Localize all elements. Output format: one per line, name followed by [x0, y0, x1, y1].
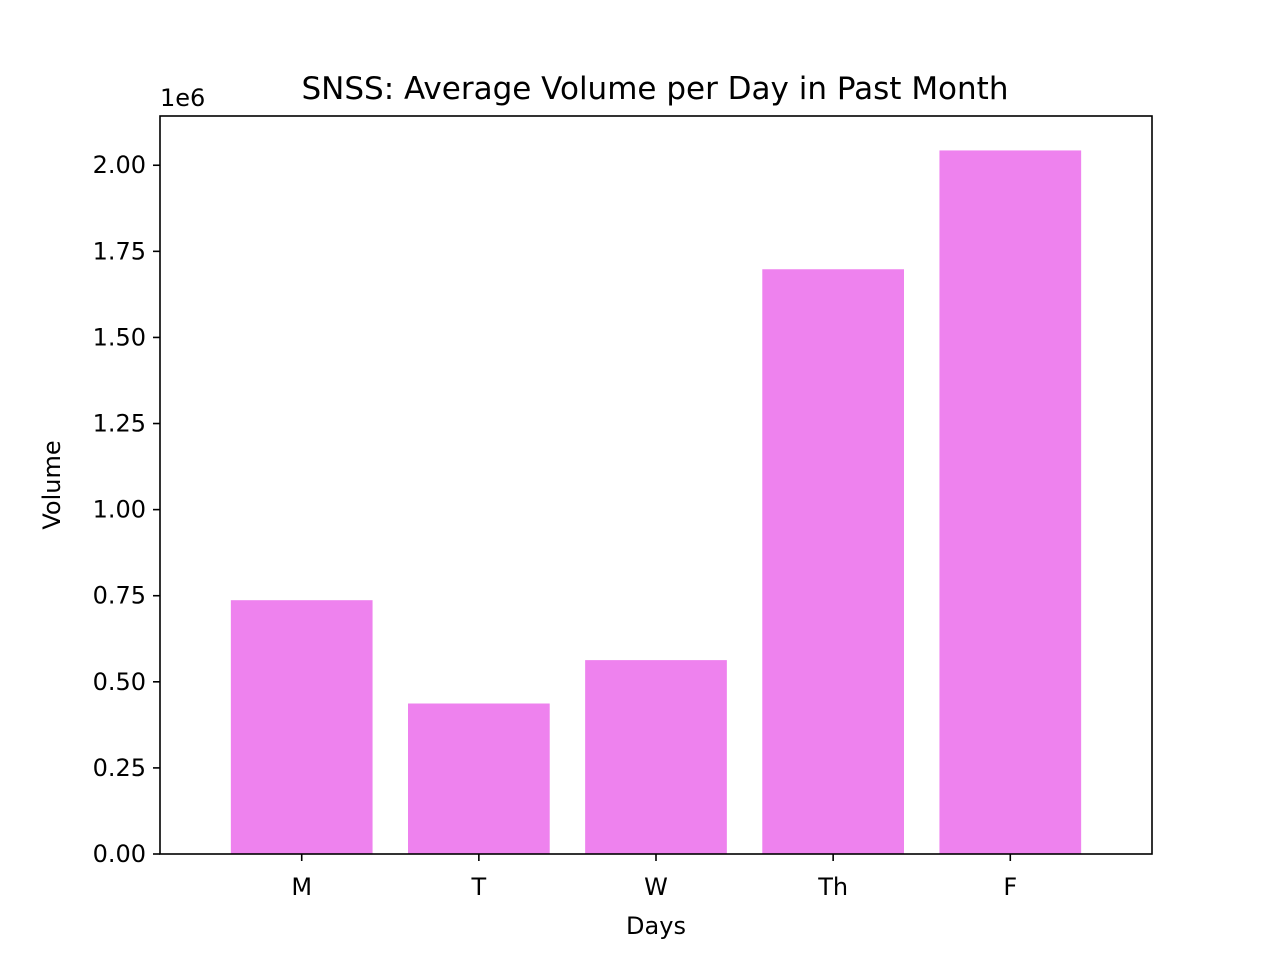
- bar-t: [408, 703, 550, 854]
- y-tick-label: 1.25: [93, 410, 146, 438]
- y-tick-label: 1.75: [93, 237, 146, 265]
- y-tick-label: 0.50: [93, 668, 146, 696]
- bar-th: [762, 269, 904, 854]
- x-tick-label: W: [644, 873, 668, 901]
- bar-f: [939, 150, 1082, 855]
- x-tick-label: F: [1003, 873, 1017, 901]
- y-axis-ticks: 0.00 0.25 0.50 0.75 1.00 1.25 1.50 1.75 2.00: [93, 151, 160, 868]
- y-tick-label: 1.00: [93, 496, 146, 524]
- x-tick-label: Th: [817, 873, 848, 901]
- x-axis-label: Days: [626, 912, 686, 940]
- y-tick-label: 1.50: [93, 323, 146, 351]
- x-axis-ticks: M T W Th F: [291, 854, 1017, 901]
- bars-group: [230, 150, 1082, 855]
- bar-w: [585, 660, 727, 854]
- y-tick-label: 0.75: [93, 582, 146, 610]
- y-axis-offset-label: 1e6: [160, 84, 205, 112]
- y-tick-label: 0.25: [93, 754, 146, 782]
- plot-frame: [159, 115, 1153, 855]
- x-tick-label: T: [471, 873, 487, 901]
- y-axis-label: Volume: [38, 440, 66, 529]
- x-tick-label: M: [291, 873, 312, 901]
- y-tick-label: 2.00: [93, 151, 146, 179]
- y-tick-label: 0.00: [93, 840, 146, 868]
- chart-title: SNSS: Average Volume per Day in Past Mon…: [302, 71, 1009, 107]
- bar-m: [230, 600, 373, 854]
